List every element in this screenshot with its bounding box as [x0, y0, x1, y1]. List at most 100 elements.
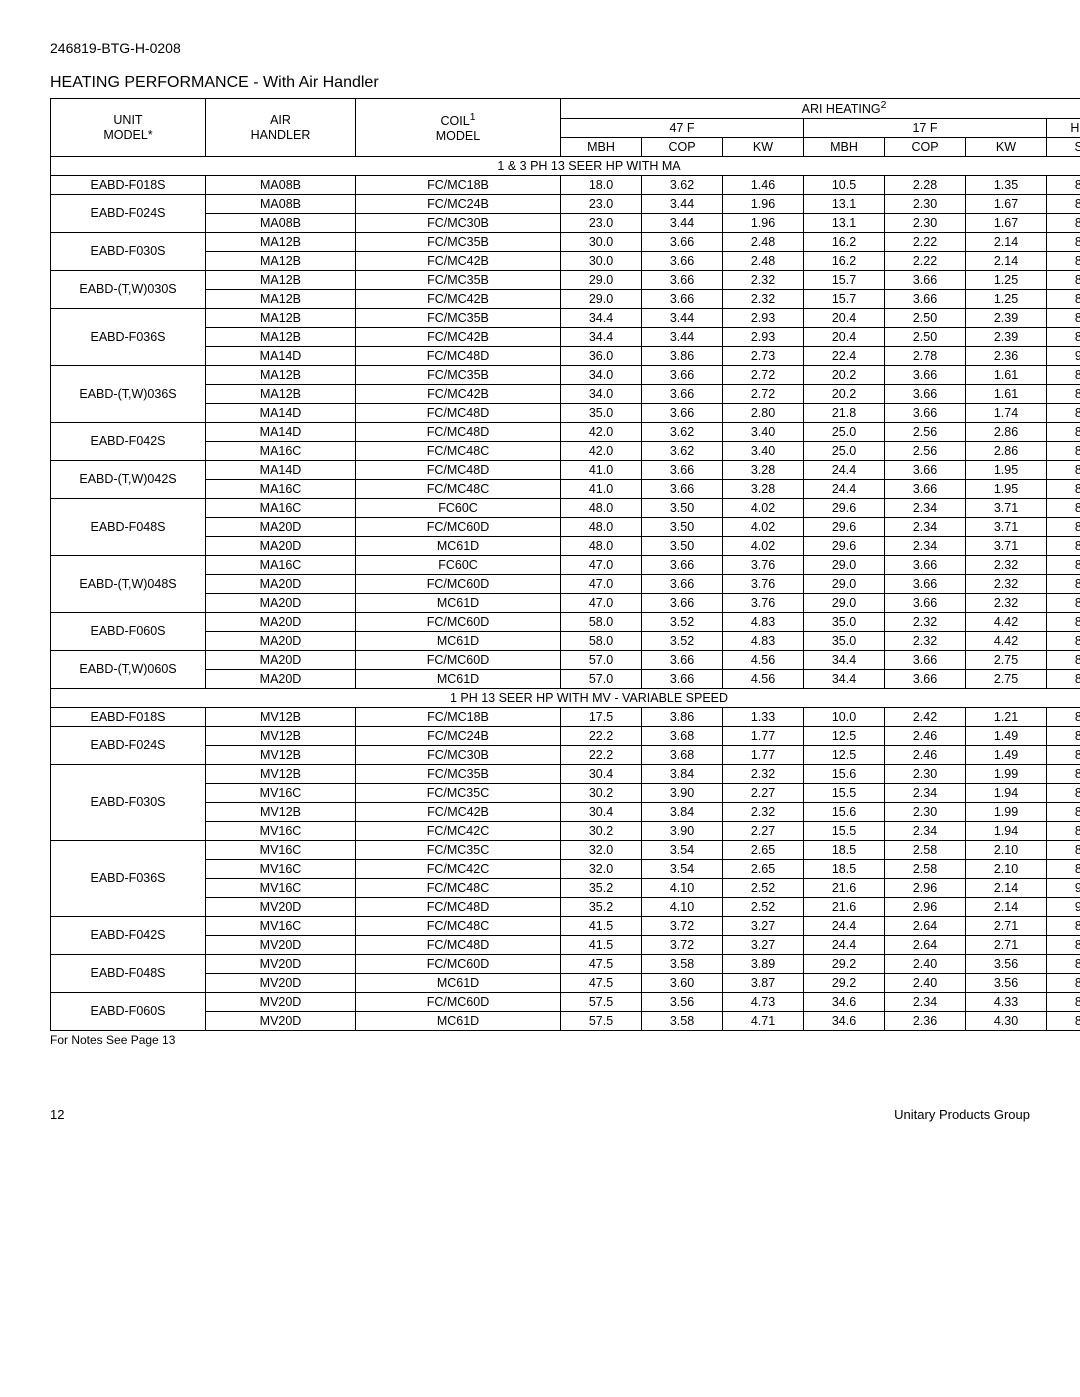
data-cell: 3.28 [723, 461, 804, 480]
data-cell: 8.00 [1047, 366, 1080, 385]
data-cell: 4.83 [723, 632, 804, 651]
data-cell: 2.27 [723, 822, 804, 841]
data-cell: 3.84 [642, 765, 723, 784]
col-cop: COP [885, 138, 966, 157]
data-cell: 8.00 [1047, 594, 1080, 613]
data-cell: 1.49 [966, 746, 1047, 765]
data-cell: 2.27 [723, 784, 804, 803]
data-cell: 3.62 [642, 442, 723, 461]
data-cell: 58.0 [561, 613, 642, 632]
data-cell: 13.1 [804, 214, 885, 233]
data-cell: 17.5 [561, 708, 642, 727]
data-cell: 2.64 [885, 917, 966, 936]
data-cell: 2.34 [885, 993, 966, 1012]
data-cell: 3.66 [885, 556, 966, 575]
unit-model-cell: EABD-F030S [51, 765, 206, 841]
data-cell: 3.66 [642, 670, 723, 689]
data-cell: 20.4 [804, 309, 885, 328]
coil-model-cell: FC/MC30B [356, 214, 561, 233]
data-cell: 8.00 [1047, 632, 1080, 651]
col-cop: COP [642, 138, 723, 157]
table-header: UNITMODEL* AIRHANDLER COIL1MODEL ARI HEA… [51, 99, 1080, 157]
air-handler-cell: MA16C [206, 499, 356, 518]
data-cell: 3.44 [642, 214, 723, 233]
data-cell: 2.39 [966, 309, 1047, 328]
data-cell: 8.00 [1047, 233, 1080, 252]
coil-model-cell: MC61D [356, 1012, 561, 1031]
data-cell: 8.10 [1047, 765, 1080, 784]
data-cell: 2.34 [885, 518, 966, 537]
data-cell: 2.34 [885, 784, 966, 803]
data-cell: 3.66 [642, 271, 723, 290]
data-cell: 48.0 [561, 518, 642, 537]
data-cell: 2.28 [885, 176, 966, 195]
data-cell: 3.66 [642, 461, 723, 480]
data-cell: 3.66 [885, 670, 966, 689]
data-cell: 47.0 [561, 575, 642, 594]
data-cell: 36.0 [561, 347, 642, 366]
air-handler-cell: MA12B [206, 290, 356, 309]
data-cell: 2.93 [723, 309, 804, 328]
coil-model-cell: MC61D [356, 670, 561, 689]
data-cell: 1.95 [966, 480, 1047, 499]
data-cell: 8.00 [1047, 176, 1080, 195]
data-cell: 3.87 [723, 974, 804, 993]
unit-model-cell: EABD-F048S [51, 499, 206, 556]
data-cell: 3.60 [642, 974, 723, 993]
data-cell: 8.00 [1047, 651, 1080, 670]
air-handler-cell: MA14D [206, 404, 356, 423]
data-cell: 20.2 [804, 366, 885, 385]
data-cell: 2.32 [966, 575, 1047, 594]
data-cell: 4.73 [723, 993, 804, 1012]
data-cell: 2.78 [885, 347, 966, 366]
data-cell: 2.75 [966, 651, 1047, 670]
data-cell: 4.02 [723, 518, 804, 537]
data-cell: 3.86 [642, 347, 723, 366]
air-handler-cell: MA08B [206, 214, 356, 233]
data-cell: 1.94 [966, 784, 1047, 803]
data-cell: 3.50 [642, 518, 723, 537]
unit-model-cell: EABD-F036S [51, 841, 206, 917]
data-cell: 9.00 [1047, 347, 1080, 366]
data-cell: 15.7 [804, 290, 885, 309]
data-cell: 29.0 [804, 575, 885, 594]
unit-model-cell: EABD-F018S [51, 176, 206, 195]
data-cell: 3.44 [642, 195, 723, 214]
data-cell: 2.32 [723, 765, 804, 784]
data-cell: 2.50 [885, 309, 966, 328]
air-handler-cell: MA20D [206, 632, 356, 651]
data-cell: 4.56 [723, 651, 804, 670]
data-cell: 2.46 [885, 746, 966, 765]
coil-model-cell: FC/MC24B [356, 195, 561, 214]
air-handler-cell: MA08B [206, 176, 356, 195]
data-cell: 21.6 [804, 898, 885, 917]
coil-model-cell: FC/MC35B [356, 271, 561, 290]
data-cell: 2.36 [966, 347, 1047, 366]
data-cell: 8.40 [1047, 328, 1080, 347]
data-cell: 24.4 [804, 461, 885, 480]
data-cell: 2.72 [723, 385, 804, 404]
data-cell: 3.68 [642, 727, 723, 746]
data-cell: 48.0 [561, 499, 642, 518]
data-cell: 9.00 [1047, 898, 1080, 917]
data-cell: 2.52 [723, 898, 804, 917]
col-unit-model: UNITMODEL* [51, 99, 206, 157]
coil-model-cell: FC/MC42C [356, 860, 561, 879]
air-handler-cell: MA20D [206, 575, 356, 594]
data-cell: 15.6 [804, 765, 885, 784]
air-handler-cell: MV12B [206, 803, 356, 822]
data-cell: 8.00 [1047, 480, 1080, 499]
coil-model-cell: FC/MC42B [356, 385, 561, 404]
data-cell: 29.0 [804, 594, 885, 613]
data-cell: 29.2 [804, 955, 885, 974]
data-cell: 35.2 [561, 898, 642, 917]
data-cell: 3.66 [642, 594, 723, 613]
data-cell: 2.86 [966, 442, 1047, 461]
data-cell: 1.77 [723, 727, 804, 746]
data-cell: 2.32 [966, 556, 1047, 575]
data-cell: 4.83 [723, 613, 804, 632]
data-cell: 3.71 [966, 518, 1047, 537]
data-cell: 2.72 [723, 366, 804, 385]
data-cell: 41.5 [561, 917, 642, 936]
page-number: 12 [50, 1107, 64, 1122]
